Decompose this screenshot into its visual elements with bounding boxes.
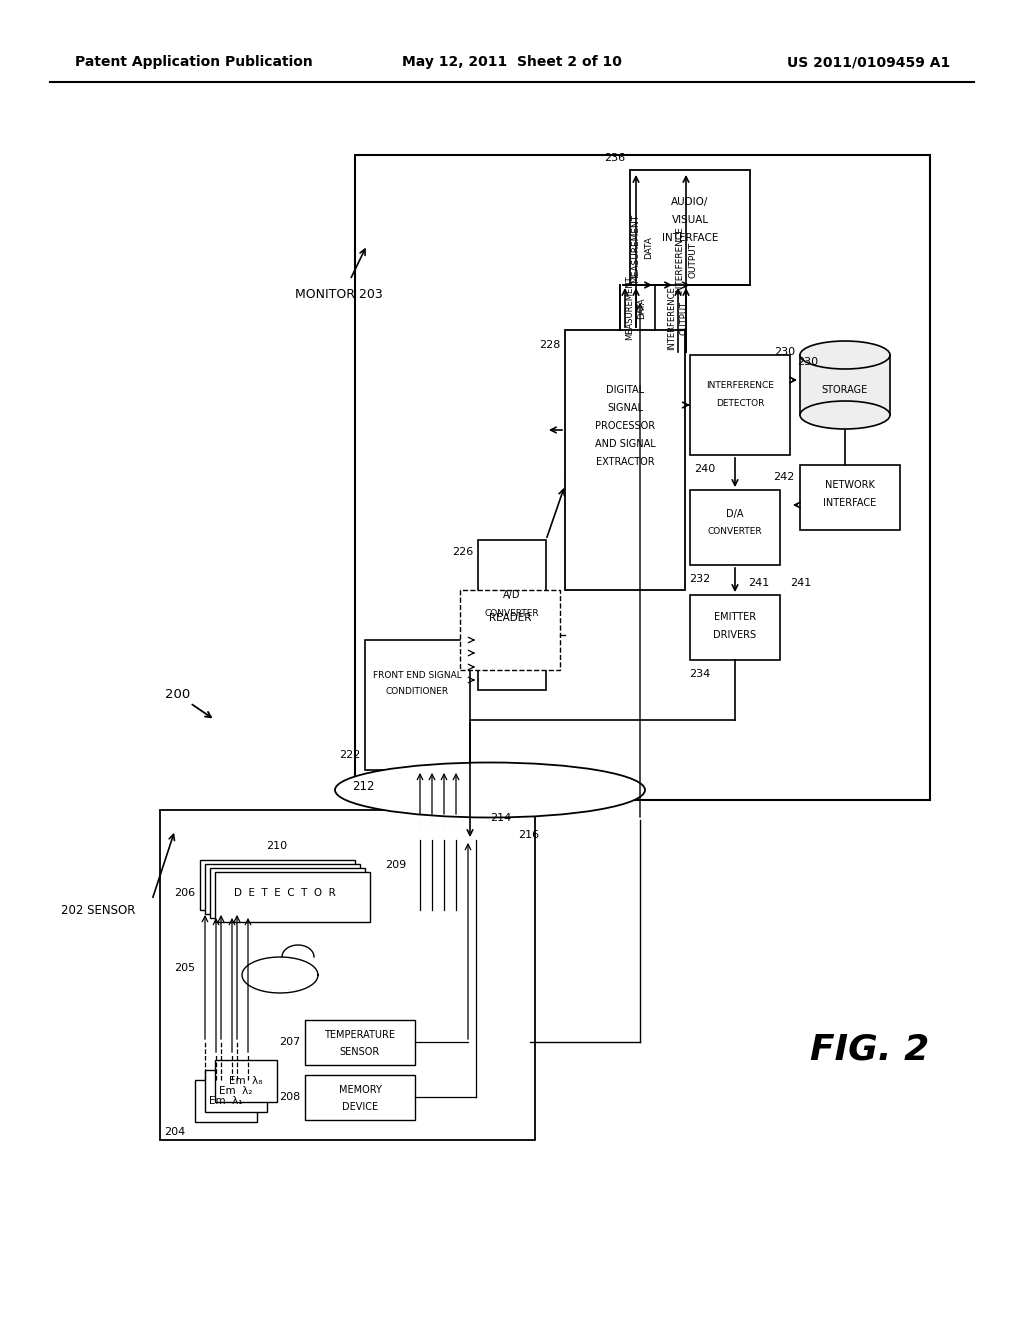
Text: Em  λ₈: Em λ₈ bbox=[229, 1076, 263, 1086]
Text: 230: 230 bbox=[797, 356, 818, 367]
Text: 241: 241 bbox=[748, 578, 769, 587]
Bar bbox=[160, 810, 535, 1140]
Text: AND SIGNAL: AND SIGNAL bbox=[595, 440, 655, 449]
Text: 214: 214 bbox=[490, 813, 511, 822]
Bar bbox=[800, 355, 890, 414]
Text: 228: 228 bbox=[539, 341, 560, 350]
Bar bbox=[690, 595, 780, 660]
Bar bbox=[205, 1071, 267, 1111]
Text: VISUAL: VISUAL bbox=[672, 215, 709, 224]
Text: PROCESSOR: PROCESSOR bbox=[595, 421, 655, 432]
Text: AUDIO/: AUDIO/ bbox=[672, 197, 709, 207]
Text: 234: 234 bbox=[689, 669, 711, 678]
Text: 209: 209 bbox=[385, 861, 407, 870]
Text: May 12, 2011  Sheet 2 of 10: May 12, 2011 Sheet 2 of 10 bbox=[402, 55, 622, 69]
Text: DIGITAL: DIGITAL bbox=[606, 385, 644, 395]
Text: DATA: DATA bbox=[644, 236, 653, 260]
Text: 205: 205 bbox=[174, 964, 195, 973]
Text: Em  λ₁: Em λ₁ bbox=[209, 1096, 243, 1106]
Text: DATA: DATA bbox=[638, 297, 646, 319]
Text: 202 SENSOR: 202 SENSOR bbox=[60, 903, 135, 916]
Text: MONITOR 203: MONITOR 203 bbox=[295, 289, 383, 301]
Text: OUTPUT: OUTPUT bbox=[680, 301, 688, 335]
Text: INTERFERENCE: INTERFERENCE bbox=[668, 286, 677, 350]
Bar bbox=[478, 540, 546, 690]
Bar bbox=[365, 640, 470, 770]
Text: Em  λ₂: Em λ₂ bbox=[219, 1086, 253, 1096]
Text: INTERFERENCE: INTERFERENCE bbox=[707, 380, 774, 389]
Bar bbox=[200, 861, 355, 909]
Text: CONVERTER: CONVERTER bbox=[484, 609, 540, 618]
Text: US 2011/0109459 A1: US 2011/0109459 A1 bbox=[786, 55, 950, 69]
Ellipse shape bbox=[800, 401, 890, 429]
Text: READER: READER bbox=[488, 612, 531, 623]
Text: EMITTER: EMITTER bbox=[714, 612, 756, 622]
Bar bbox=[195, 1080, 257, 1122]
Text: 222: 222 bbox=[339, 750, 360, 760]
Bar bbox=[215, 873, 370, 921]
Text: 207: 207 bbox=[279, 1038, 300, 1047]
Text: 226: 226 bbox=[452, 546, 473, 557]
Text: 242: 242 bbox=[773, 473, 795, 482]
Bar bbox=[215, 1060, 278, 1102]
Text: OUTPUT: OUTPUT bbox=[688, 242, 697, 279]
Text: FRONT END SIGNAL: FRONT END SIGNAL bbox=[373, 671, 462, 680]
Bar bbox=[460, 590, 560, 671]
Text: CONDITIONER: CONDITIONER bbox=[385, 688, 449, 697]
Bar bbox=[690, 355, 790, 455]
Text: 216: 216 bbox=[518, 830, 539, 840]
Bar bbox=[630, 170, 750, 285]
Text: SIGNAL: SIGNAL bbox=[607, 403, 643, 413]
Text: INTERFACE: INTERFACE bbox=[823, 498, 877, 508]
Text: 200: 200 bbox=[165, 689, 190, 701]
Text: MEASUREMENT: MEASUREMENT bbox=[626, 276, 635, 341]
Bar bbox=[305, 1074, 415, 1119]
Text: MEMORY: MEMORY bbox=[339, 1085, 381, 1096]
Text: 210: 210 bbox=[266, 841, 288, 851]
Text: Patent Application Publication: Patent Application Publication bbox=[75, 55, 312, 69]
Bar bbox=[210, 869, 365, 917]
Text: 206: 206 bbox=[174, 888, 195, 898]
Bar bbox=[690, 490, 780, 565]
Text: 241: 241 bbox=[790, 578, 811, 587]
Bar bbox=[565, 330, 685, 590]
Text: FIG. 2: FIG. 2 bbox=[810, 1034, 930, 1067]
Text: 230: 230 bbox=[774, 347, 795, 356]
Text: DEVICE: DEVICE bbox=[342, 1102, 378, 1111]
Text: 212: 212 bbox=[352, 780, 375, 793]
Bar bbox=[205, 865, 360, 913]
Text: SENSOR: SENSOR bbox=[340, 1047, 380, 1057]
Text: D/A: D/A bbox=[726, 510, 743, 519]
Text: INTERFACE: INTERFACE bbox=[662, 234, 718, 243]
Text: STORAGE: STORAGE bbox=[822, 385, 868, 395]
Text: 232: 232 bbox=[689, 574, 711, 583]
Text: CONVERTER: CONVERTER bbox=[708, 528, 762, 536]
Text: TEMPERATURE: TEMPERATURE bbox=[325, 1030, 395, 1040]
Text: NETWORK: NETWORK bbox=[825, 480, 874, 490]
Bar bbox=[800, 465, 900, 531]
Ellipse shape bbox=[800, 341, 890, 370]
Text: INTERFERENCE: INTERFERENCE bbox=[676, 226, 684, 294]
Text: EXTRACTOR: EXTRACTOR bbox=[596, 457, 654, 467]
Text: 236: 236 bbox=[604, 153, 625, 162]
Bar bbox=[355, 154, 930, 800]
Text: MEASUREMENT: MEASUREMENT bbox=[632, 214, 640, 282]
Text: A/D: A/D bbox=[503, 590, 521, 601]
Text: 204: 204 bbox=[164, 1127, 185, 1137]
Text: 208: 208 bbox=[279, 1092, 300, 1102]
Text: 240: 240 bbox=[694, 465, 716, 474]
Text: DRIVERS: DRIVERS bbox=[714, 630, 757, 640]
Text: DETECTOR: DETECTOR bbox=[716, 399, 764, 408]
Text: D  E  T  E  C  T  O  R: D E T E C T O R bbox=[234, 888, 336, 898]
Bar bbox=[305, 1020, 415, 1065]
Ellipse shape bbox=[335, 763, 645, 817]
